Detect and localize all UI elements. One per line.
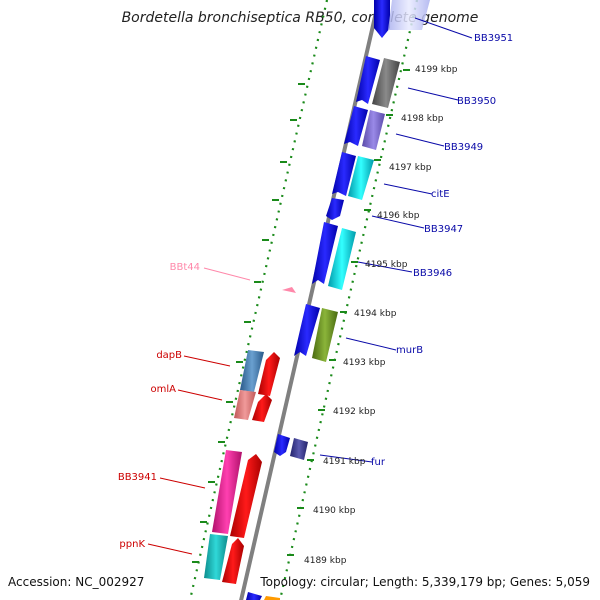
label-bb3946[interactable]: BB3946 — [413, 268, 452, 279]
tick-label: 4189 kbp — [304, 556, 347, 566]
track-guide-right — [278, 0, 419, 600]
tick-label: 4193 kbp — [343, 358, 386, 368]
gene-ppnk[interactable] — [204, 534, 228, 580]
gene-bb3950[interactable] — [372, 58, 400, 108]
gene-blue-2[interactable] — [344, 106, 368, 146]
label-ppnk[interactable]: ppnK — [119, 539, 145, 550]
trna-bbt44[interactable] — [282, 287, 296, 293]
tick-label: 4195 kbp — [365, 260, 408, 270]
gene-bb3952[interactable] — [374, 0, 390, 38]
gene-blue-7[interactable] — [246, 592, 262, 600]
footer-accession: Accession: NC_002927 — [8, 575, 144, 589]
gene-cite[interactable] — [348, 156, 374, 200]
gene-red-1[interactable] — [258, 352, 280, 396]
genome-backbone — [239, 0, 381, 600]
gene-bb3947[interactable] — [326, 198, 344, 220]
gene-red-4[interactable] — [222, 538, 244, 584]
label-cite[interactable]: citE — [431, 189, 450, 200]
tick-label: 4197 kbp — [389, 163, 432, 173]
tick-label: 4190 kbp — [313, 506, 356, 516]
left-tick-marks — [192, 83, 305, 563]
gene-omla[interactable] — [234, 390, 256, 420]
gene-blue-5[interactable] — [294, 304, 320, 356]
label-murb[interactable]: murB — [396, 345, 423, 356]
label-bb3951[interactable]: BB3951 — [474, 33, 513, 44]
label-bb3947[interactable]: BB3947 — [424, 224, 463, 235]
kbp-tick-labels: 4199 kbp 4198 kbp 4197 kbp 4196 kbp 4195… — [304, 65, 458, 566]
gene-murb[interactable] — [312, 308, 338, 362]
trna-leader-line — [203, 267, 251, 281]
gene-dapb[interactable] — [240, 350, 264, 392]
gene-red-3[interactable] — [230, 454, 262, 538]
label-bb3950[interactable]: BB3950 — [457, 96, 496, 107]
label-bbt44[interactable]: BBt44 — [170, 262, 200, 273]
reverse-leader-lines — [147, 355, 231, 555]
gene-orange[interactable] — [264, 596, 280, 600]
tick-label: 4194 kbp — [354, 309, 397, 319]
gene-blue-1[interactable] — [356, 56, 380, 104]
forward-leader-lines — [319, 17, 473, 463]
gene-blue-3[interactable] — [332, 152, 356, 196]
gene-bb3941[interactable] — [212, 450, 242, 534]
gene-blue-4[interactable] — [312, 222, 338, 284]
reverse-gene-labels: BBt44 dapB omlA BB3941 ppnK — [118, 262, 200, 550]
label-bb3949[interactable]: BB3949 — [444, 142, 483, 153]
right-tick-marks — [287, 69, 410, 556]
label-omla[interactable]: omlA — [151, 384, 177, 395]
tick-label: 4196 kbp — [377, 211, 420, 221]
tick-label: 4191 kbp — [323, 457, 366, 467]
tick-label: 4199 kbp — [415, 65, 458, 75]
gene-bb3946[interactable] — [328, 228, 356, 290]
forward-gene-labels: BB3951 BB3950 BB3949 citE BB3947 BB3946 … — [371, 33, 513, 468]
label-dapb[interactable]: dapB — [156, 350, 182, 361]
gene-bb3949[interactable] — [362, 110, 385, 150]
tick-label: 4192 kbp — [333, 407, 376, 417]
gene-blue-6[interactable] — [274, 434, 290, 456]
label-fur[interactable]: fur — [371, 457, 386, 468]
gene-bb3951[interactable] — [388, 0, 430, 30]
label-bb3941[interactable]: BB3941 — [118, 472, 157, 483]
track-guide-left — [188, 0, 329, 600]
footer-topology: Topology: circular; Length: 5,339,179 bp… — [259, 575, 590, 589]
gene-fur[interactable] — [290, 438, 308, 460]
tick-label: 4198 kbp — [401, 114, 444, 124]
gene-red-2[interactable] — [252, 394, 272, 422]
